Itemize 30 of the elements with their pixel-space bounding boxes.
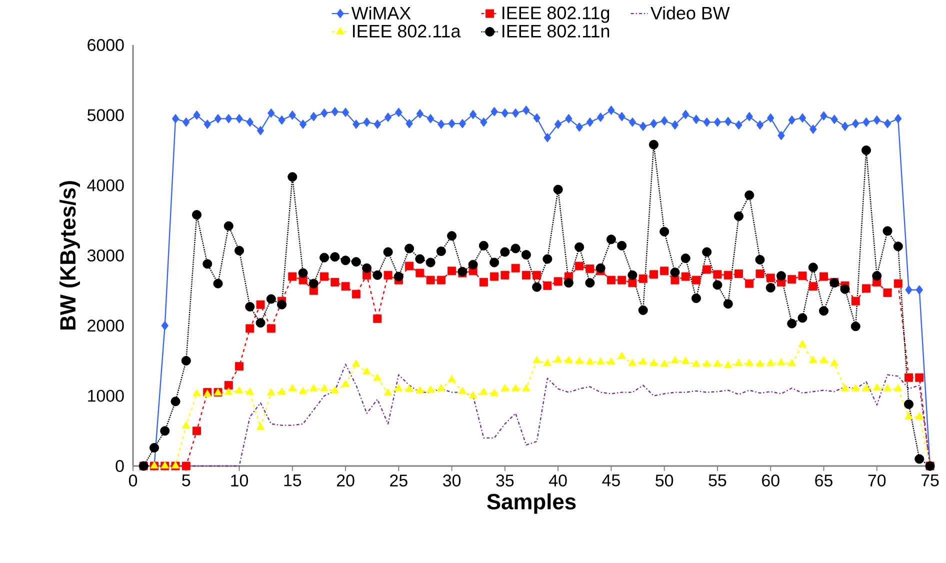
x-tick-label: 20 (336, 474, 354, 487)
x-tick-label: 25 (390, 474, 408, 487)
legend-label: Video BW (650, 6, 730, 20)
x-tick-label: 55 (708, 474, 726, 486)
x-tick-label: 35 (496, 474, 514, 487)
x-tick-label: 40 (549, 474, 567, 487)
x-axis-title: Samples (487, 493, 576, 514)
legend-label: IEEE 802.11a (353, 24, 461, 38)
legend-label: WiMAX (351, 6, 411, 20)
x-tick-label: 45 (602, 474, 620, 486)
x-tick-label: 65 (815, 474, 832, 487)
x-tick-label: 60 (762, 474, 780, 487)
x-tick-label: 10 (231, 474, 248, 487)
x-tick-label: 0 (128, 474, 138, 487)
y-tick-label: 0 (116, 460, 124, 472)
legend-label: IEEE 802.11g (502, 6, 610, 23)
y-tick-label: 2000 (88, 320, 124, 332)
y-axis-title: BW (KBytes/s) (60, 181, 80, 330)
x-tick-label: 50 (656, 474, 674, 487)
x-tick-label: 5 (182, 474, 190, 486)
legend-label: IEEE 802.11n (502, 24, 610, 38)
x-tick-label: 75 (921, 474, 939, 486)
y-tick-label: 3000 (87, 250, 124, 262)
y-tick-label: 4000 (87, 179, 124, 192)
x-tick-label: 15 (284, 474, 302, 486)
y-tick-label: 5000 (87, 109, 124, 122)
x-tick-label: 30 (443, 474, 461, 487)
y-tick-label: 6000 (88, 39, 124, 52)
x-tick-label: 70 (868, 474, 886, 487)
y-tick-label: 1000 (88, 390, 124, 402)
